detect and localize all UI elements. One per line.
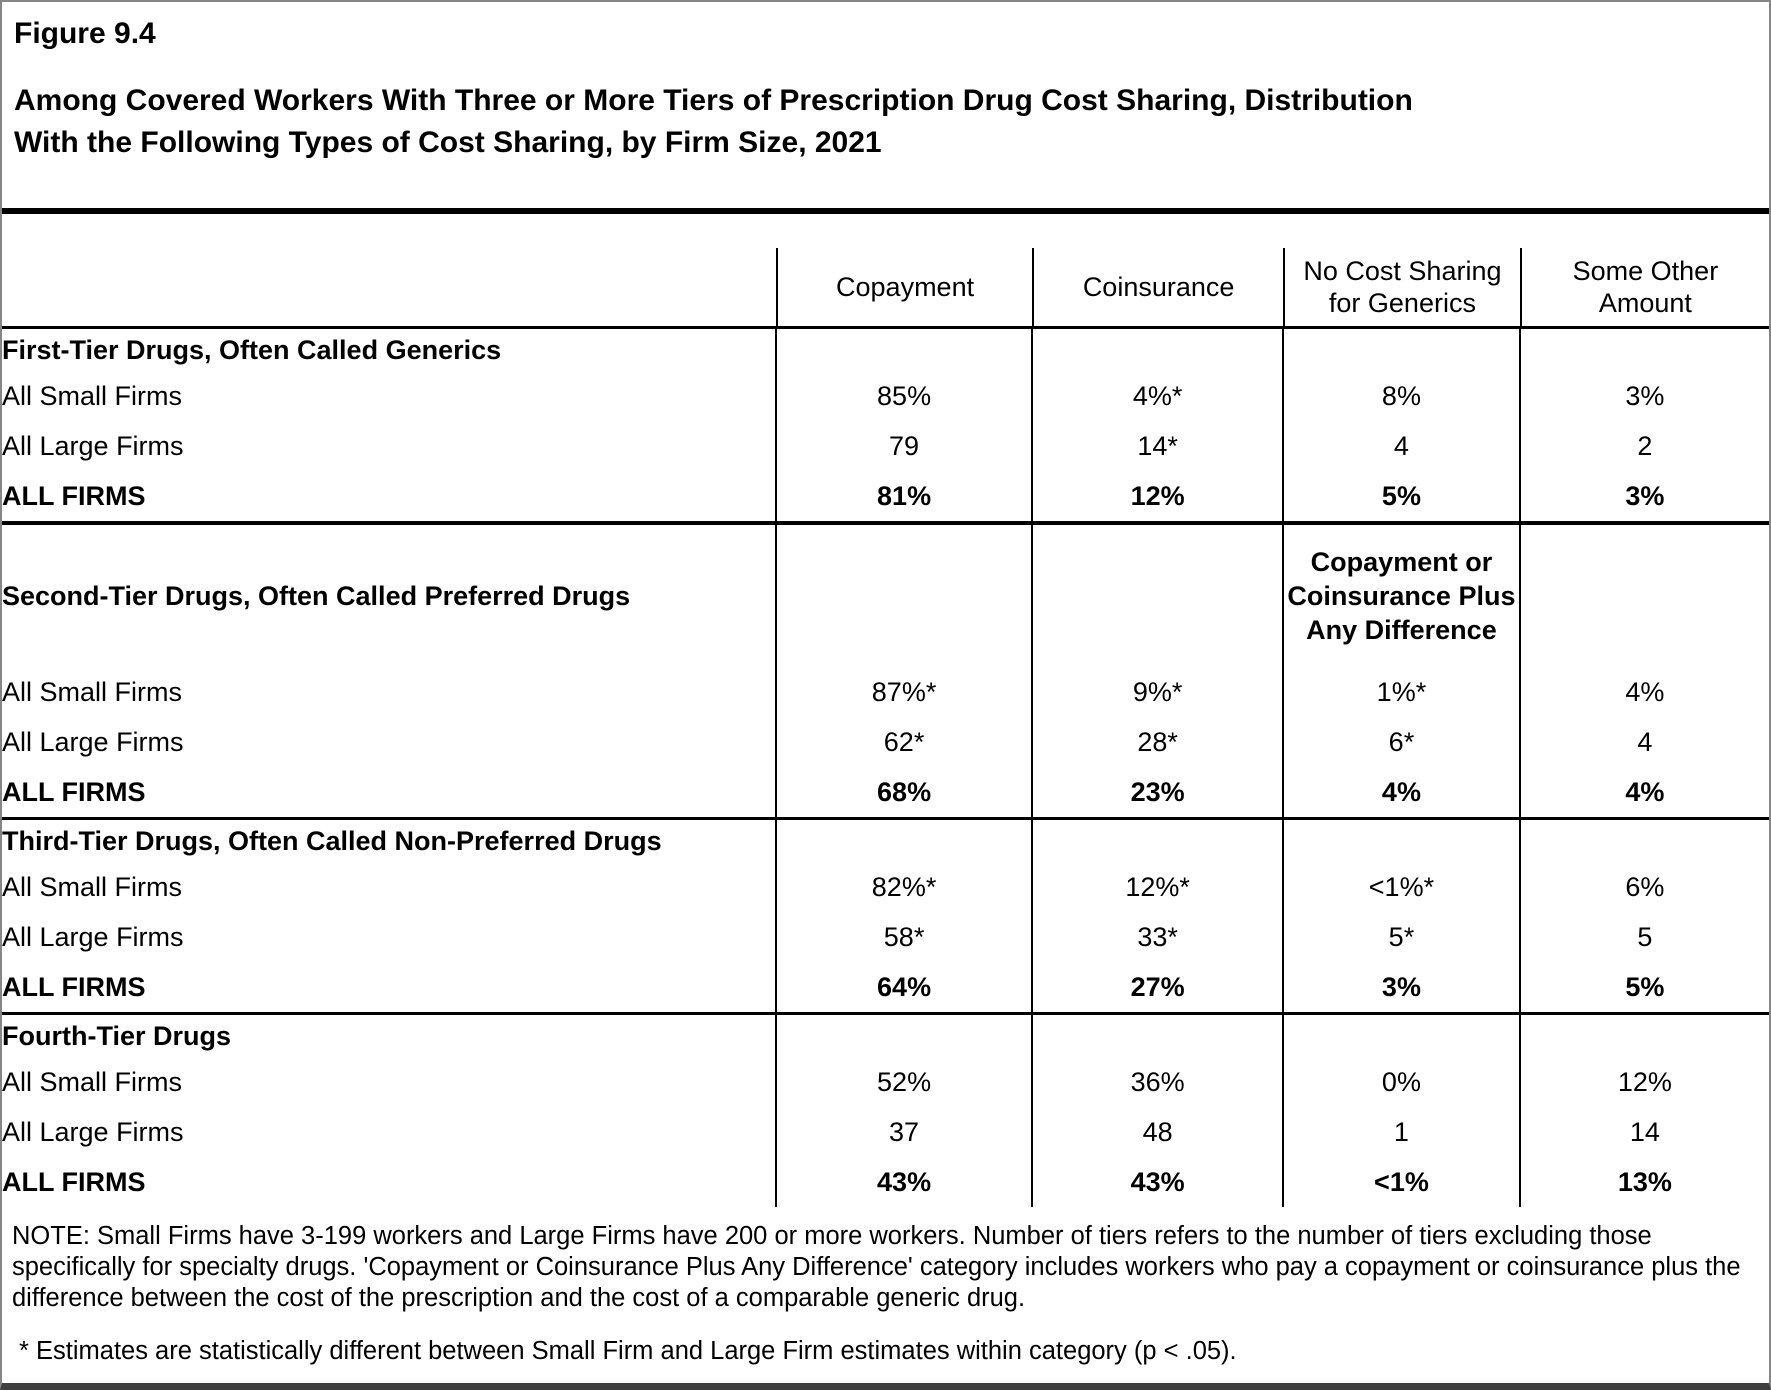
table-cell: 5 bbox=[1518, 912, 1769, 962]
row-label: All Large Firms bbox=[2, 1116, 184, 1147]
column-header-no-cost-sharing: No Cost Sharing for Generics bbox=[1283, 214, 1520, 328]
table-cell: 27% bbox=[1031, 962, 1284, 1014]
table-cell: 5% bbox=[1518, 962, 1769, 1014]
section-title-second-tier: Second-Tier Drugs, Often Called Preferre… bbox=[2, 580, 631, 611]
table-cell: 4% bbox=[1518, 667, 1769, 717]
figure-number: Figure 9.4 bbox=[14, 17, 156, 50]
table-cell: 12%* bbox=[1031, 862, 1284, 912]
note-text: NOTE: Small Firms have 3-199 workers and… bbox=[12, 1222, 1741, 1312]
asterisk-note: * Estimates are statistically different … bbox=[19, 1337, 1237, 1365]
table-cell: 6% bbox=[1518, 862, 1769, 912]
table-cell: 23% bbox=[1031, 767, 1284, 819]
row-label: ALL FIRMS bbox=[2, 776, 146, 807]
table-cell: 5% bbox=[1282, 471, 1520, 523]
table-cell: 68% bbox=[774, 767, 1033, 819]
title-divider-rule bbox=[2, 208, 1769, 214]
table-row: All Large Firms 37 48 1 14 bbox=[2, 1107, 1769, 1157]
column-header-empty bbox=[2, 214, 776, 328]
table-row: All Small Firms 82%* 12%* <1%* 6% bbox=[2, 862, 1769, 912]
section-title-first-tier: First-Tier Drugs, Often Called Generics bbox=[2, 334, 502, 365]
cost-sharing-table: Copayment Coinsurance No Cost Sharing fo… bbox=[2, 214, 1769, 1207]
row-label: All Small Firms bbox=[2, 871, 182, 902]
table-cell: 4% bbox=[1282, 767, 1520, 819]
table-cell: 87%* bbox=[774, 667, 1033, 717]
table-cell: 43% bbox=[774, 1157, 1033, 1207]
table-cell: 14* bbox=[1031, 421, 1284, 471]
table-row-all-firms: ALL FIRMS 81% 12% 5% 3% bbox=[2, 471, 1769, 523]
table-cell: 4 bbox=[1282, 421, 1520, 471]
table-cell: <1% bbox=[1282, 1157, 1520, 1207]
table-cell: 2 bbox=[1518, 421, 1769, 471]
table-cell: 5* bbox=[1282, 912, 1520, 962]
table-cell: 28* bbox=[1031, 717, 1284, 767]
table-cell: 85% bbox=[774, 371, 1033, 421]
row-label: ALL FIRMS bbox=[2, 1166, 146, 1197]
section-title-row-fourth-tier: Fourth-Tier Drugs bbox=[2, 1013, 1769, 1057]
table-cell: 1%* bbox=[1282, 667, 1520, 717]
table-cell: 13% bbox=[1518, 1157, 1769, 1207]
table-cell: 1 bbox=[1282, 1107, 1520, 1157]
table-cell: 33* bbox=[1031, 912, 1284, 962]
table-cell: 3% bbox=[1518, 371, 1769, 421]
table-cell: 0% bbox=[1282, 1057, 1520, 1107]
section-title-row-second-tier: Second-Tier Drugs, Often Called Preferre… bbox=[2, 523, 1769, 667]
table-row: All Large Firms 58* 33* 5* 5 bbox=[2, 912, 1769, 962]
section-title-third-tier: Third-Tier Drugs, Often Called Non-Prefe… bbox=[2, 825, 662, 856]
row-label: All Large Firms bbox=[2, 921, 184, 952]
table-cell: 81% bbox=[774, 471, 1033, 523]
table-cell: 62* bbox=[774, 717, 1033, 767]
column-header-coinsurance: Coinsurance bbox=[1032, 214, 1283, 328]
table-cell: 82%* bbox=[774, 862, 1033, 912]
table-cell: 8% bbox=[1282, 371, 1520, 421]
column-header-copayment: Copayment bbox=[775, 214, 1032, 328]
figure-title: Among Covered Workers With Three or More… bbox=[14, 80, 1753, 164]
table-cell: 43% bbox=[1031, 1157, 1284, 1207]
table-row: All Small Firms 52% 36% 0% 12% bbox=[2, 1057, 1769, 1107]
table-row: All Large Firms 62* 28* 6* 4 bbox=[2, 717, 1769, 767]
table-row-all-firms: ALL FIRMS 64% 27% 3% 5% bbox=[2, 962, 1769, 1014]
section-title-row-third-tier: Third-Tier Drugs, Often Called Non-Prefe… bbox=[2, 818, 1769, 862]
table-cell: 3% bbox=[1282, 962, 1520, 1014]
table-row-all-firms: ALL FIRMS 68% 23% 4% 4% bbox=[2, 767, 1769, 819]
table-cell: 9%* bbox=[1031, 667, 1284, 717]
table-row: All Large Firms 79 14* 4 2 bbox=[2, 421, 1769, 471]
table-cell: 58* bbox=[774, 912, 1033, 962]
column-header-row: Copayment Coinsurance No Cost Sharing fo… bbox=[2, 214, 1769, 328]
table-row: All Small Firms 87%* 9%* 1%* 4% bbox=[2, 667, 1769, 717]
table-cell: 14 bbox=[1518, 1107, 1769, 1157]
figure-title-line2: With the Following Types of Cost Sharing… bbox=[14, 126, 882, 159]
title-block: Figure 9.4 Among Covered Workers With Th… bbox=[2, 2, 1769, 164]
row-label: ALL FIRMS bbox=[2, 480, 146, 511]
row-label: ALL FIRMS bbox=[2, 971, 146, 1002]
table-cell: 52% bbox=[774, 1057, 1033, 1107]
table-cell: 6* bbox=[1282, 717, 1520, 767]
row-label: All Small Firms bbox=[2, 676, 182, 707]
row-label: All Small Firms bbox=[2, 380, 182, 411]
table-cell: 4% bbox=[1518, 767, 1769, 819]
table-cell: 12% bbox=[1031, 471, 1284, 523]
table-cell: 64% bbox=[774, 962, 1033, 1014]
footnotes: NOTE: Small Firms have 3-199 workers and… bbox=[2, 1207, 1769, 1383]
row-label: All Large Firms bbox=[2, 430, 184, 461]
row-label: All Large Firms bbox=[2, 726, 184, 757]
table-row: All Small Firms 85% 4%* 8% 3% bbox=[2, 371, 1769, 421]
row-label: All Small Firms bbox=[2, 1066, 182, 1097]
subheader-copayment-or-coinsurance: Copayment or Coinsurance Plus Any Differ… bbox=[1282, 523, 1520, 667]
section-title-fourth-tier: Fourth-Tier Drugs bbox=[2, 1020, 231, 1051]
section-title-row-first-tier: First-Tier Drugs, Often Called Generics bbox=[2, 327, 1769, 371]
column-header-some-other-amount: Some Other Amount bbox=[1519, 214, 1769, 328]
table-cell: 3% bbox=[1518, 471, 1769, 523]
table-cell: 37 bbox=[774, 1107, 1033, 1157]
table-cell: 79 bbox=[774, 421, 1033, 471]
table-cell: 4 bbox=[1518, 717, 1769, 767]
table-cell: <1%* bbox=[1282, 862, 1520, 912]
table-cell: 4%* bbox=[1031, 371, 1284, 421]
figure-title-line1: Among Covered Workers With Three or More… bbox=[14, 84, 1413, 117]
table-row-all-firms: ALL FIRMS 43% 43% <1% 13% bbox=[2, 1157, 1769, 1207]
table-cell: 48 bbox=[1031, 1107, 1284, 1157]
table-cell: 36% bbox=[1031, 1057, 1284, 1107]
table-cell: 12% bbox=[1518, 1057, 1769, 1107]
